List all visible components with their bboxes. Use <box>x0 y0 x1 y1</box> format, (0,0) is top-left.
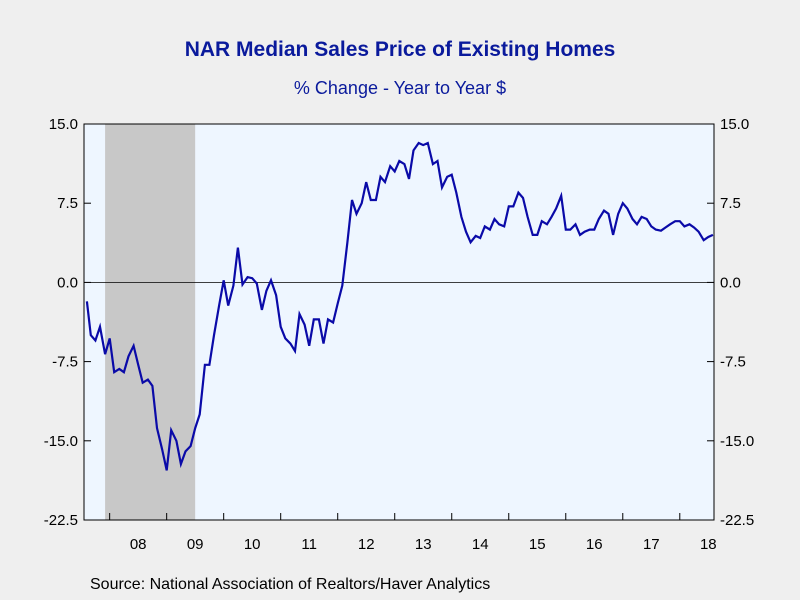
y-tick-label-left: -15.0 <box>44 433 78 450</box>
chart-title: NAR Median Sales Price of Existing Homes <box>184 38 616 61</box>
x-tick-label: 12 <box>358 536 375 553</box>
plot-frame <box>83 123 715 521</box>
source-note: Source: National Association of Realtors… <box>90 576 491 593</box>
x-tick-label: 17 <box>643 536 660 553</box>
axis-ticks: 15.0 15.0 7.5 7.5 0.0 0.0 -7.5 -7.5 -15.0 -15.0 -2… <box>44 116 754 553</box>
recession-band <box>105 124 196 520</box>
y-tick-label-left: -7.5 <box>52 354 78 371</box>
x-tick-label: 08 <box>130 536 147 553</box>
y-tick-label-right: 7.5 <box>720 195 741 212</box>
y-tick-label-right: -22.5 <box>720 512 754 529</box>
y-tick-label-right: -7.5 <box>720 354 746 371</box>
x-tick-label: 11 <box>301 536 317 553</box>
chart-subtitle: % Change - Year to Year $ <box>293 78 507 98</box>
x-tick-label: 09 <box>187 536 204 553</box>
x-tick-label: 15 <box>529 536 546 553</box>
series-line <box>85 141 714 471</box>
x-tick-label: 18 <box>700 536 717 553</box>
y-tick-label-right: -15.0 <box>720 433 754 450</box>
x-tick-label: 10 <box>244 536 261 553</box>
y-tick-label-right: 0.0 <box>720 274 741 291</box>
x-tick-label: 16 <box>586 536 603 553</box>
y-tick-label-left: 15.0 <box>49 116 78 133</box>
x-tick-label: 13 <box>415 536 432 553</box>
y-tick-label-left: 0.0 <box>57 274 78 291</box>
y-tick-label-left: -22.5 <box>44 512 78 529</box>
y-tick-label-left: 7.5 <box>57 195 78 212</box>
y-tick-label-right: 15.0 <box>720 116 749 133</box>
x-tick-label: 14 <box>472 536 489 553</box>
